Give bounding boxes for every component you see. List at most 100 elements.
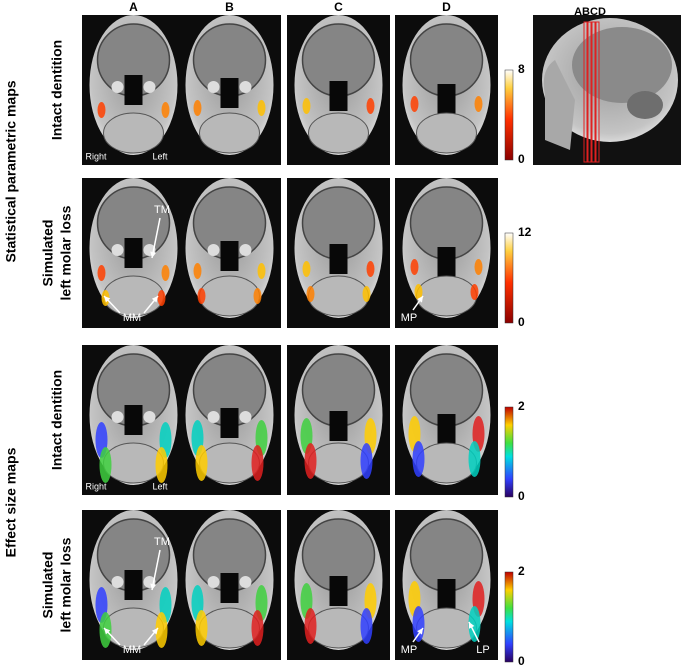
face [543, 60, 575, 150]
activation [302, 98, 311, 114]
jaw [308, 607, 369, 649]
annotation-arrow [151, 217, 161, 259]
nasal-cavity [329, 576, 348, 606]
mri-panel [287, 510, 390, 660]
mri-panel [178, 510, 281, 660]
activation [304, 443, 317, 479]
jaw [103, 607, 164, 649]
activation [306, 286, 315, 302]
colorbar-min: 0 [518, 152, 525, 166]
nasal-cavity [220, 573, 239, 603]
activation [99, 447, 112, 483]
row-label: Simulated [40, 220, 56, 287]
cerebellum [627, 91, 663, 119]
jaw [103, 275, 164, 317]
mri-panel [287, 178, 390, 328]
colorbar-max: 2 [518, 564, 525, 578]
activation [97, 265, 106, 281]
colorbar-max: 8 [518, 62, 525, 76]
mri-panel [178, 15, 281, 165]
mri-panel [395, 510, 498, 660]
activation [193, 100, 202, 116]
annotation: MM [123, 312, 141, 324]
activation [366, 261, 375, 277]
jaw [416, 275, 477, 317]
activation [366, 98, 375, 114]
activation [251, 610, 264, 646]
activation [253, 288, 262, 304]
activation [360, 443, 373, 479]
row-label: left molar loss [58, 537, 74, 632]
arrow-head [417, 628, 423, 635]
annotation: MP [401, 312, 418, 324]
orbit [111, 244, 124, 256]
activation [302, 261, 311, 277]
jaw [103, 442, 164, 484]
jaw [199, 442, 260, 484]
annotation: MM [123, 644, 141, 656]
jaw [416, 112, 477, 154]
nasal-cavity [220, 408, 239, 438]
arrow-head [150, 583, 157, 590]
jaw [199, 112, 260, 154]
annotation: Left [152, 481, 168, 491]
group-title: Effect size maps [3, 447, 19, 557]
activation [161, 102, 170, 118]
mri-panel [82, 510, 185, 660]
colorbar [504, 232, 514, 324]
arrow-head [417, 296, 423, 303]
jaw [416, 442, 477, 484]
nasal-cavity [437, 414, 456, 444]
jaw [308, 275, 369, 317]
arrow-head [151, 628, 158, 635]
activation [157, 290, 166, 306]
mri-panel [287, 15, 390, 165]
activation [412, 606, 425, 642]
nasal-cavity [329, 411, 348, 441]
nasal-cavity [124, 570, 143, 600]
orbit [239, 81, 252, 93]
colorbar-max: 12 [518, 225, 532, 239]
colorbar-min: 0 [518, 315, 525, 329]
orbit [239, 411, 252, 423]
activation [468, 441, 481, 477]
jaw [199, 607, 260, 649]
sagittal-label: ABCD [574, 6, 606, 18]
annotation: TM [154, 536, 170, 548]
activation [193, 263, 202, 279]
activation [304, 608, 317, 644]
slice-line [587, 21, 592, 163]
arrow-head [469, 622, 475, 629]
activation [474, 259, 483, 275]
annotation: TM [154, 204, 170, 216]
row-label: left molar loss [58, 205, 74, 300]
activation [470, 284, 479, 300]
column-label: D [442, 0, 451, 14]
nasal-cavity [124, 238, 143, 268]
activation [414, 284, 423, 300]
nasal-cavity [124, 405, 143, 435]
orbit [111, 411, 124, 423]
mri-panel [178, 178, 281, 328]
activation [257, 100, 266, 116]
mri-panel [287, 345, 390, 495]
mri-panel [82, 178, 185, 328]
row-label: Simulated [40, 552, 56, 619]
nasal-cavity [220, 241, 239, 271]
annotation: Right [85, 481, 107, 491]
orbit [239, 576, 252, 588]
row-label: Intact dentition [49, 370, 65, 470]
column-label: B [225, 0, 234, 14]
activation [195, 610, 208, 646]
mri-panel [395, 15, 498, 165]
colorbar-min: 0 [518, 654, 525, 668]
activation [251, 445, 264, 481]
activation [155, 612, 168, 648]
activation [257, 263, 266, 279]
activation [155, 447, 168, 483]
colorbar [504, 69, 514, 161]
nasal-cavity [437, 579, 456, 609]
colorbar [504, 406, 514, 498]
activation [360, 608, 373, 644]
